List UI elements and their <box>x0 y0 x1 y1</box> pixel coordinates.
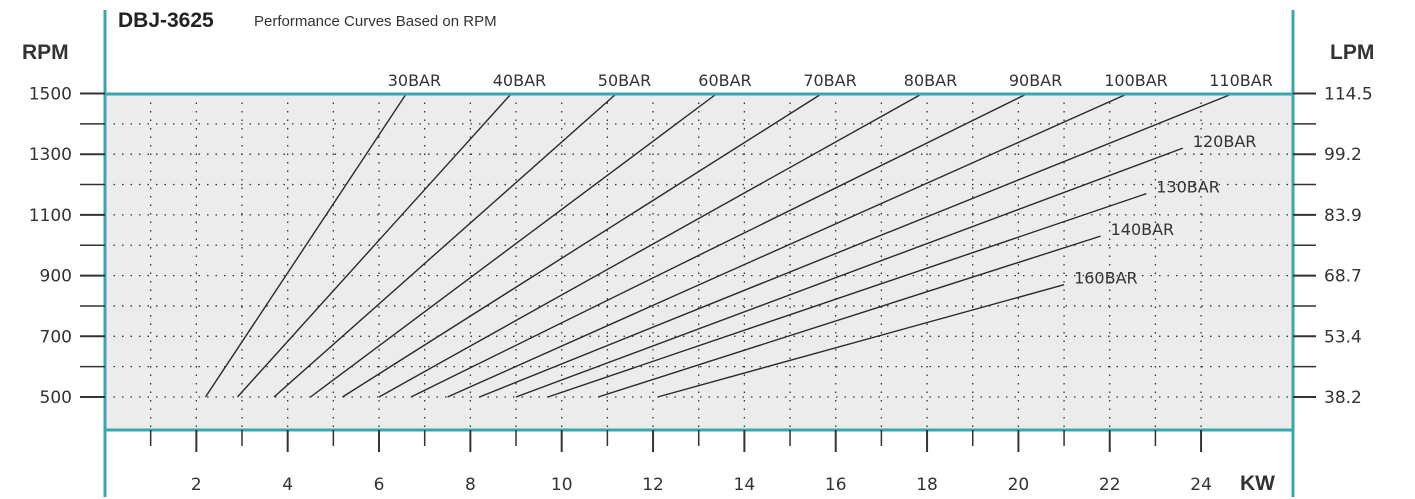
y-axis-label: RPM <box>22 41 69 64</box>
x-tick-label: 22 <box>1099 475 1121 495</box>
series-label: 40BAR <box>493 71 546 90</box>
series-label: 30BAR <box>388 71 441 90</box>
x-tick-label: 24 <box>1190 475 1212 495</box>
series-label: 110BAR <box>1209 71 1273 90</box>
series-line <box>204 93 408 398</box>
x-tick-label: 6 <box>374 475 385 495</box>
x-axis-label: KW <box>1240 472 1275 495</box>
y-tick-label: 1500 <box>29 85 72 105</box>
series-label: 120BAR <box>1193 132 1257 151</box>
series-line <box>273 92 617 398</box>
y2-tick-label: 68.7 <box>1324 267 1362 287</box>
chart-subtitle: Performance Curves Based on RPM <box>254 13 497 30</box>
x-tick-label: 2 <box>191 475 202 495</box>
y2-tick-label: 53.4 <box>1324 327 1362 347</box>
series-label: 80BAR <box>904 71 957 90</box>
series-label: 130BAR <box>1156 178 1220 197</box>
y-tick-label: 1100 <box>29 206 72 226</box>
series-label: 70BAR <box>803 71 856 90</box>
series-line <box>657 284 1065 398</box>
x-tick-label: 12 <box>642 475 664 495</box>
series-line <box>515 147 1184 398</box>
series-line <box>598 235 1101 398</box>
y-tick-label: 700 <box>40 327 72 347</box>
x-tick-label: 20 <box>1008 475 1030 495</box>
plot-area <box>105 94 1293 430</box>
y2-tick-label: 38.2 <box>1324 388 1362 408</box>
y2-tick-label: 83.9 <box>1324 206 1362 226</box>
series-label: 160BAR <box>1074 269 1138 288</box>
x-tick-label: 4 <box>282 475 293 495</box>
y-tick-label: 900 <box>40 267 72 287</box>
series-label: 50BAR <box>598 71 651 90</box>
y2-axis-label: LPM <box>1330 41 1374 64</box>
series-line <box>342 92 823 398</box>
series-line <box>310 92 718 398</box>
series-line <box>410 92 1028 398</box>
series-line <box>547 192 1147 398</box>
series-label: 100BAR <box>1104 71 1168 90</box>
x-tick-label: 14 <box>734 475 756 495</box>
series-label: 60BAR <box>698 71 751 90</box>
series-line <box>236 93 512 398</box>
y2-tick-label: 99.2 <box>1324 145 1362 165</box>
x-tick-label: 10 <box>551 475 573 495</box>
chart-title-model: DBJ-3625 <box>118 9 214 32</box>
series-line <box>479 92 1234 398</box>
series-line <box>447 92 1129 398</box>
y-tick-label: 1300 <box>29 145 72 165</box>
y2-tick-label: 114.5 <box>1324 85 1373 105</box>
series-label: 140BAR <box>1111 220 1175 239</box>
y-tick-label: 500 <box>40 388 72 408</box>
x-tick-label: 18 <box>916 475 938 495</box>
series-label: 90BAR <box>1009 71 1062 90</box>
series-line <box>378 92 923 398</box>
x-tick-label: 8 <box>465 475 476 495</box>
x-tick-label: 16 <box>825 475 847 495</box>
